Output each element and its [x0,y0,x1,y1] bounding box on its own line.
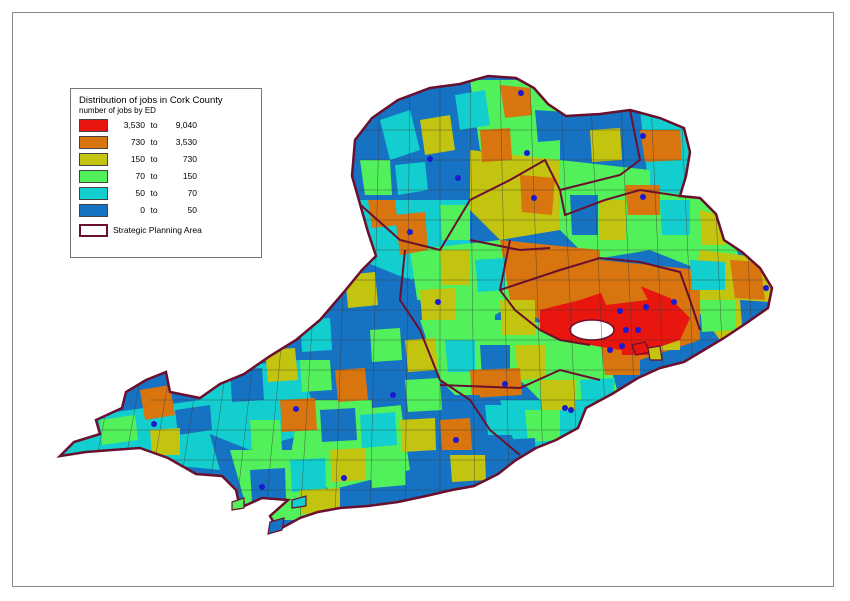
town-marker [568,407,574,413]
legend-title: Distribution of jobs in Cork County [79,95,223,106]
legend-range-to: to [150,137,158,147]
town-marker [617,308,623,314]
legend-range-low: 730 [130,137,145,147]
town-marker [151,421,157,427]
town-marker [341,475,347,481]
map-frame [12,12,834,587]
town-marker [562,405,568,411]
town-marker [671,299,677,305]
town-marker [259,484,265,490]
legend-row-class-6: 0 to 50 [79,203,203,217]
legend-swatch [79,135,108,149]
legend-range-high: 9,040 [175,120,197,130]
town-marker [293,406,299,412]
town-marker [640,133,646,139]
legend-range-low: 50 [135,188,145,198]
legend-row-class-2: 730 to 3,530 [79,135,203,149]
legend-subtitle: number of jobs by ED [79,106,156,115]
legend-row-class-5: 50 to 70 [79,186,203,200]
town-marker [619,343,625,349]
town-marker [531,195,537,201]
legend-range-to: to [150,171,158,181]
legend-range-to: to [150,120,158,130]
town-marker [635,327,641,333]
legend-range-high: 3,530 [175,137,197,147]
town-marker [643,304,649,310]
town-marker [623,327,629,333]
legend-range-low: 3,530 [123,120,145,130]
legend-swatch [79,169,108,183]
town-marker [518,90,524,96]
town-markers [151,90,769,490]
town-marker [435,299,441,305]
town-marker [607,347,613,353]
legend-boundary-swatch [79,223,108,237]
legend-range-high: 150 [182,171,197,181]
legend-range-to: to [150,154,158,164]
town-marker [453,437,459,443]
strategic-planning-area-boundaries [354,109,701,456]
legend-swatch [79,118,108,132]
legend-swatch [79,203,108,217]
legend-range-low: 150 [130,154,145,164]
legend-row-boundary: Strategic Planning Area [79,223,202,237]
legend-range-low: 70 [135,171,145,181]
town-marker [640,194,646,200]
map-legend: Distribution of jobs in Cork County numb… [70,88,262,258]
legend-row-class-4: 70 to 150 [79,169,203,183]
town-marker [455,175,461,181]
town-marker [427,156,433,162]
legend-row-class-3: 150 to 730 [79,152,203,166]
legend-range-high: 70 [187,188,197,198]
legend-swatch [79,186,108,200]
town-marker [407,229,413,235]
legend-range-high: 730 [182,154,197,164]
legend-range-high: 50 [187,205,197,215]
legend-row-class-1: 3,530 to 9,040 [79,118,203,132]
legend-range-to: to [150,188,158,198]
town-marker [502,381,508,387]
legend-boundary-label: Strategic Planning Area [113,225,202,235]
town-marker [390,392,396,398]
legend-swatch [79,152,108,166]
legend-range-low: 0 [140,205,145,215]
town-marker [524,150,530,156]
legend-range-to: to [150,205,158,215]
town-marker [763,285,769,291]
